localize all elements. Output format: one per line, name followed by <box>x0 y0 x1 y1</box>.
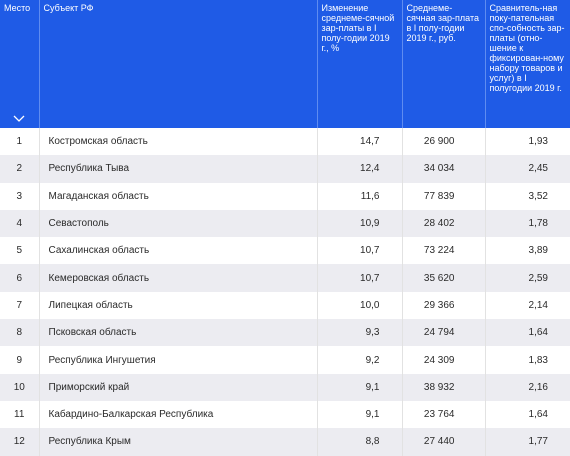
purchasing-power-cell: 1,78 <box>485 209 570 238</box>
purchasing-power-cell: 1,83 <box>485 346 570 374</box>
column-header-change[interactable]: Изменение среднеме-сячной зар-платы в I … <box>317 0 403 128</box>
purchasing-power-cell: 3,52 <box>485 182 570 210</box>
rank-cell: 3 <box>0 182 40 210</box>
region-cell: Кабардино-Балкарская Республика <box>39 400 318 429</box>
column-header-purchasing-power[interactable]: Сравнитель-ная поку-пательная спо-собнос… <box>485 0 570 128</box>
table-body: 1 Костромская область 14,7 26 900 1,93 2 Респу… <box>0 128 570 456</box>
average-salary-cell: 23 764 <box>402 400 486 429</box>
purchasing-power-cell: 3,89 <box>485 237 570 265</box>
purchasing-power-cell: 2,45 <box>485 155 570 183</box>
table-row: 12 Республика Крым 8,8 27 440 1,77 <box>0 428 570 456</box>
column-header-change-label: Изменение среднеме-сячной зар-платы в I … <box>321 3 395 53</box>
purchasing-power-cell: 1,64 <box>485 319 570 347</box>
purchasing-power-cell: 1,93 <box>485 128 570 156</box>
average-salary-cell: 73 224 <box>402 237 486 265</box>
purchasing-power-cell: 2,14 <box>485 291 570 320</box>
region-cell: Костромская область <box>39 128 318 156</box>
table-header-row: Место Субъект РФ Изменение среднеме-сячн… <box>0 0 570 128</box>
column-header-region-label: Субъект РФ <box>43 3 94 13</box>
rank-cell: 8 <box>0 319 40 347</box>
region-cell: Сахалинская область <box>39 237 318 265</box>
salary-change-cell: 9,2 <box>317 346 403 374</box>
region-cell: Севастополь <box>39 209 318 238</box>
region-cell: Республика Крым <box>39 428 318 456</box>
average-salary-cell: 24 309 <box>402 346 486 374</box>
rank-cell: 6 <box>0 264 40 292</box>
rank-cell: 4 <box>0 209 40 238</box>
purchasing-power-cell: 1,64 <box>485 400 570 429</box>
column-header-rank-label: Место <box>4 3 31 13</box>
region-cell: Псковская область <box>39 319 318 347</box>
region-cell: Магаданская область <box>39 182 318 210</box>
region-cell: Липецкая область <box>39 291 318 320</box>
region-cell: Республика Ингушетия <box>39 346 318 374</box>
average-salary-cell: 24 794 <box>402 319 486 347</box>
rank-cell: 10 <box>0 373 40 401</box>
purchasing-power-cell: 2,59 <box>485 264 570 292</box>
salary-change-cell: 9,3 <box>317 319 403 347</box>
salary-change-cell: 10,0 <box>317 291 403 320</box>
table-row: 2 Республика Тыва 12,4 34 034 2,45 <box>0 155 570 183</box>
table-row: 7 Липецкая область 10,0 29 366 2,14 <box>0 291 570 320</box>
rank-cell: 1 <box>0 128 40 156</box>
region-cell: Кемеровская область <box>39 264 318 292</box>
average-salary-cell: 27 440 <box>402 428 486 456</box>
rank-cell: 5 <box>0 237 40 265</box>
table-row: 4 Севастополь 10,9 28 402 1,78 <box>0 209 570 238</box>
salary-change-cell: 14,7 <box>317 128 403 156</box>
column-header-salary[interactable]: Среднеме-сячная зар-плата в I полу-годии… <box>402 0 486 128</box>
salary-change-cell: 12,4 <box>317 155 403 183</box>
rank-cell: 12 <box>0 428 40 456</box>
purchasing-power-cell: 1,77 <box>485 428 570 456</box>
table-row: 1 Костромская область 14,7 26 900 1,93 <box>0 128 570 156</box>
salary-change-cell: 9,1 <box>317 400 403 429</box>
salary-change-cell: 9,1 <box>317 373 403 401</box>
chevron-down-icon[interactable] <box>13 115 25 122</box>
table-row: 11 Кабардино-Балкарская Республика 9,1 23 7… <box>0 400 570 429</box>
table-row: 3 Магаданская область 11,6 77 839 3,52 <box>0 182 570 210</box>
average-salary-cell: 35 620 <box>402 264 486 292</box>
region-cell: Приморский край <box>39 373 318 401</box>
average-salary-cell: 26 900 <box>402 128 486 156</box>
rank-cell: 11 <box>0 400 40 429</box>
salary-change-cell: 10,9 <box>317 209 403 238</box>
column-header-rank[interactable]: Место <box>0 0 40 128</box>
salary-change-cell: 10,7 <box>317 237 403 265</box>
average-salary-cell: 34 034 <box>402 155 486 183</box>
table-row: 9 Республика Ингушетия 9,2 24 309 1,83 <box>0 346 570 374</box>
rank-cell: 2 <box>0 155 40 183</box>
rank-cell: 7 <box>0 291 40 320</box>
rank-cell: 9 <box>0 346 40 374</box>
salary-change-cell: 11,6 <box>317 182 403 210</box>
column-header-region[interactable]: Субъект РФ <box>39 0 318 128</box>
column-header-purchasing-power-label: Сравнитель-ная поку-пательная спо-собнос… <box>489 3 565 93</box>
average-salary-cell: 77 839 <box>402 182 486 210</box>
salary-change-cell: 8,8 <box>317 428 403 456</box>
salary-change-cell: 10,7 <box>317 264 403 292</box>
table-row: 8 Псковская область 9,3 24 794 1,64 <box>0 319 570 347</box>
region-cell: Республика Тыва <box>39 155 318 183</box>
table-row: 6 Кемеровская область 10,7 35 620 2,59 <box>0 264 570 292</box>
average-salary-cell: 28 402 <box>402 209 486 238</box>
purchasing-power-cell: 2,16 <box>485 373 570 401</box>
table-row: 10 Приморский край 9,1 38 932 2,16 <box>0 373 570 401</box>
column-header-salary-label: Среднеме-сячная зар-плата в I полу-годии… <box>406 3 480 43</box>
average-salary-cell: 38 932 <box>402 373 486 401</box>
average-salary-cell: 29 366 <box>402 291 486 320</box>
table-row: 5 Сахалинская область 10,7 73 224 3,89 <box>0 237 570 265</box>
